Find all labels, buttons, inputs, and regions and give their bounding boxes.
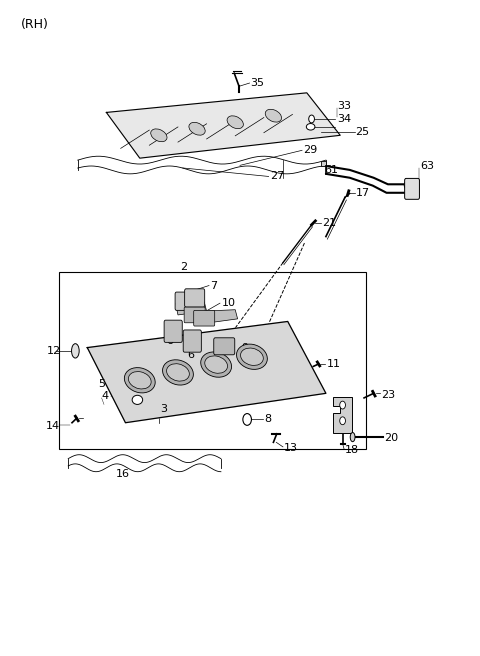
Ellipse shape <box>240 348 264 365</box>
Ellipse shape <box>132 396 143 405</box>
Bar <box>59 272 366 449</box>
Text: 13: 13 <box>284 443 298 453</box>
Text: 4: 4 <box>102 391 109 401</box>
FancyBboxPatch shape <box>185 289 204 307</box>
FancyBboxPatch shape <box>183 330 201 352</box>
FancyBboxPatch shape <box>175 292 195 310</box>
Text: 34: 34 <box>337 114 351 124</box>
Text: 12: 12 <box>47 346 61 356</box>
Ellipse shape <box>124 367 155 393</box>
Ellipse shape <box>340 401 346 409</box>
Text: 6: 6 <box>188 350 194 360</box>
Text: 14: 14 <box>46 421 60 431</box>
Polygon shape <box>333 397 352 432</box>
FancyBboxPatch shape <box>405 178 420 199</box>
Text: 2: 2 <box>180 262 188 272</box>
Ellipse shape <box>72 344 79 358</box>
Polygon shape <box>107 93 340 158</box>
Ellipse shape <box>237 344 267 369</box>
Text: 27: 27 <box>270 171 284 182</box>
Polygon shape <box>206 310 238 323</box>
Polygon shape <box>321 161 326 166</box>
Ellipse shape <box>151 129 167 142</box>
Ellipse shape <box>129 371 151 389</box>
Ellipse shape <box>306 123 315 130</box>
Ellipse shape <box>243 413 252 425</box>
Ellipse shape <box>189 123 205 135</box>
Ellipse shape <box>340 417 346 424</box>
Text: 6: 6 <box>166 336 173 346</box>
Text: 62: 62 <box>402 180 416 191</box>
Text: 10: 10 <box>221 298 235 308</box>
Text: 29: 29 <box>303 146 318 155</box>
Text: 18: 18 <box>345 445 359 455</box>
Ellipse shape <box>350 432 355 441</box>
Ellipse shape <box>309 115 314 123</box>
Polygon shape <box>87 321 326 422</box>
Text: 23: 23 <box>381 390 396 400</box>
Text: 63: 63 <box>420 161 434 171</box>
Ellipse shape <box>201 352 231 377</box>
Text: 61: 61 <box>324 165 338 175</box>
FancyBboxPatch shape <box>214 338 235 355</box>
Text: 17: 17 <box>356 188 370 198</box>
Ellipse shape <box>227 116 243 129</box>
Text: 35: 35 <box>251 78 264 88</box>
Text: 3: 3 <box>160 404 168 414</box>
FancyBboxPatch shape <box>194 310 215 326</box>
Ellipse shape <box>167 363 189 381</box>
Text: (RH): (RH) <box>21 18 48 31</box>
FancyBboxPatch shape <box>184 307 205 323</box>
FancyBboxPatch shape <box>164 320 182 342</box>
Text: 33: 33 <box>337 101 351 111</box>
Text: 16: 16 <box>116 469 130 480</box>
Ellipse shape <box>265 110 282 122</box>
Text: 25: 25 <box>356 127 370 137</box>
Ellipse shape <box>163 359 193 385</box>
Ellipse shape <box>205 356 228 373</box>
Text: 7: 7 <box>210 281 217 291</box>
Text: 9: 9 <box>241 342 249 352</box>
Text: 8: 8 <box>264 415 271 424</box>
Text: 5: 5 <box>98 379 105 388</box>
Polygon shape <box>176 302 206 315</box>
Text: 20: 20 <box>384 433 399 443</box>
Text: 11: 11 <box>326 359 340 369</box>
Text: 21: 21 <box>323 218 336 228</box>
